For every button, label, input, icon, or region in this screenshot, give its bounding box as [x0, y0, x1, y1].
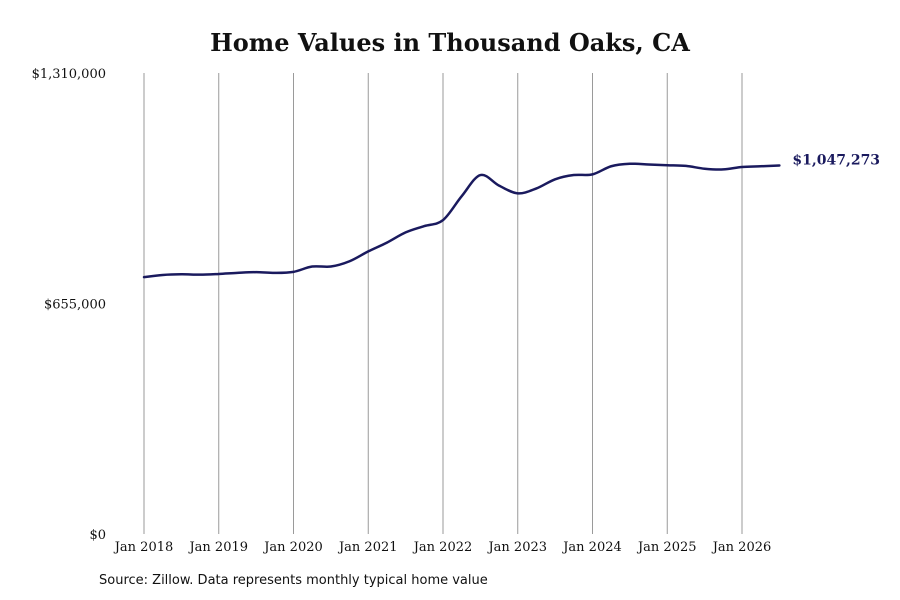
- x-tick-label: Jan 2022: [412, 540, 473, 555]
- x-tick-label: Jan 2019: [187, 540, 248, 555]
- gridlines: [143, 73, 743, 534]
- series-line: [142, 162, 781, 279]
- x-tick-label: Jan 2023: [486, 540, 547, 555]
- axis-labels: Jan 2018 Jan 2019 Jan 2020 Jan 2021 Jan 2022…: [32, 67, 772, 555]
- x-tick-label: Jan 2026: [711, 540, 772, 555]
- x-tick-label: Jan 2024: [561, 540, 622, 555]
- end-value-label: $1,047,273: [792, 152, 880, 168]
- x-tick-label: Jan 2020: [262, 540, 323, 555]
- chart-title: Home Values in Thousand Oaks, CA: [210, 28, 690, 57]
- x-tick-label: Jan 2021: [337, 540, 398, 555]
- x-tick-label: Jan 2025: [636, 540, 697, 555]
- y-tick-label: $0: [89, 528, 106, 543]
- x-tick-label: Jan 2018: [113, 540, 174, 555]
- y-tick-label: $1,310,000: [32, 67, 106, 82]
- series-layer: $1,047,273: [142, 152, 880, 279]
- y-tick-label: $655,000: [44, 298, 106, 313]
- source-note: Source: Zillow. Data represents monthly …: [99, 573, 488, 588]
